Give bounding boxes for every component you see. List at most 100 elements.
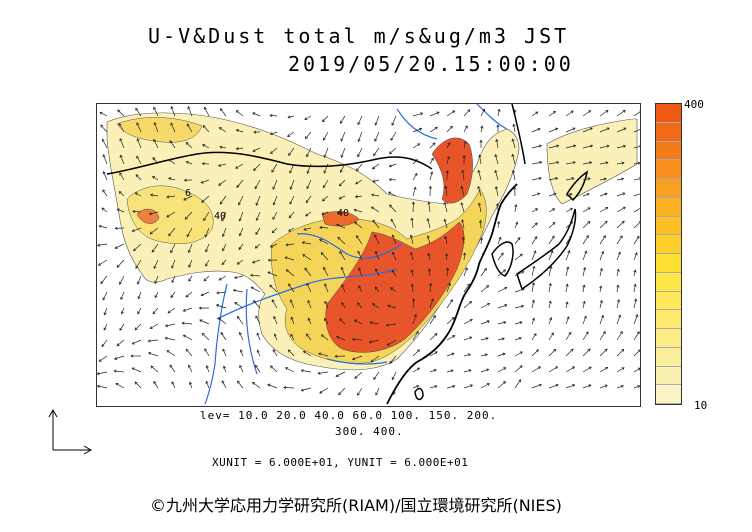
- wind-vector-head: [464, 267, 468, 271]
- colorbar-step: [656, 291, 681, 311]
- wind-vector-head: [429, 282, 433, 286]
- wind-vector: [321, 334, 329, 341]
- wind-vector-head: [221, 262, 225, 266]
- wind-vector-head: [184, 216, 188, 220]
- wind-vector-head: [336, 210, 340, 214]
- wind-vector: [115, 243, 125, 249]
- wind-vector-head: [203, 218, 207, 222]
- wind-vector: [372, 163, 380, 170]
- wind-vector: [531, 192, 540, 197]
- wind-vector-head: [254, 245, 258, 249]
- wind-vector-head: [113, 369, 117, 373]
- wind-vector: [514, 221, 518, 229]
- wind-vector: [463, 353, 471, 357]
- wind-vector: [319, 387, 329, 394]
- wind-vector: [429, 111, 440, 117]
- wind-vector-head: [152, 157, 156, 161]
- wind-vector: [290, 317, 295, 325]
- wind-vector-head: [102, 189, 106, 193]
- wind-vector: [411, 270, 414, 277]
- wind-vector-head: [604, 348, 608, 352]
- wind-vector-head: [388, 178, 392, 182]
- wind-vector: [341, 267, 346, 277]
- wind-vector-head: [622, 109, 626, 113]
- wind-vector-head: [185, 160, 189, 164]
- wind-vector: [446, 253, 448, 261]
- wind-vector-head: [532, 265, 536, 269]
- wind-vector-head: [304, 117, 308, 120]
- wind-vector-head: [373, 153, 377, 157]
- wind-vector-head: [335, 335, 340, 339]
- wind-vector-head: [605, 207, 609, 210]
- wind-vector-head: [203, 106, 207, 110]
- wind-vector: [374, 234, 380, 245]
- wind-vector: [429, 127, 438, 133]
- wind-vector-head: [116, 208, 120, 212]
- wind-vector: [429, 298, 434, 309]
- wind-vector-head: [132, 209, 136, 214]
- wind-vector: [114, 355, 125, 360]
- map-title: U-V&Dust total m/s&ug/m3 JST: [148, 24, 570, 48]
- wind-vector-head: [288, 152, 292, 156]
- wind-vector-head: [521, 287, 525, 292]
- wind-vector-head: [253, 168, 257, 171]
- wind-vector: [354, 221, 363, 229]
- wind-vector-head: [102, 154, 106, 158]
- wind-vector: [302, 242, 312, 245]
- wind-vector: [236, 179, 244, 188]
- wind-vector: [372, 303, 380, 309]
- wind-vector-head: [168, 159, 172, 162]
- wind-vector-head: [477, 202, 482, 206]
- wind-vector: [338, 387, 346, 395]
- wind-vector: [188, 259, 193, 268]
- wind-vector-head: [148, 212, 152, 216]
- wind-vector-head: [519, 351, 523, 355]
- wind-vector: [185, 291, 193, 298]
- wind-vector-head: [447, 282, 451, 286]
- wind-vector-head: [532, 317, 536, 321]
- wind-vector-head: [166, 350, 170, 353]
- wind-vector: [284, 256, 295, 261]
- wind-vector: [221, 211, 227, 222]
- wind-vector: [599, 178, 607, 181]
- wind-vector: [288, 349, 295, 357]
- wind-vector: [616, 192, 626, 197]
- wind-vector: [531, 300, 535, 309]
- wind-vector-head: [239, 349, 243, 353]
- wind-vector: [120, 155, 125, 165]
- wind-vector: [531, 250, 536, 261]
- wind-vector-head: [256, 332, 260, 336]
- wind-vector: [480, 383, 490, 389]
- wind-vector: [461, 186, 465, 197]
- wind-vector-head: [445, 253, 449, 257]
- wind-vector-head: [305, 200, 309, 204]
- wind-vector-head: [181, 321, 185, 325]
- wind-vector-head: [220, 331, 224, 336]
- wind-vector-head: [341, 283, 345, 288]
- wind-vector: [306, 283, 312, 293]
- wind-vector: [463, 237, 465, 245]
- wind-vector-head: [131, 229, 135, 233]
- wind-vector-head: [427, 252, 431, 256]
- wind-vector: [480, 354, 488, 357]
- wind-vector: [463, 283, 470, 293]
- wind-vector-head: [166, 214, 170, 218]
- wind-vector: [616, 299, 620, 309]
- wind-vector: [463, 384, 473, 389]
- wind-vector: [565, 348, 574, 357]
- wind-vector-head: [513, 186, 517, 190]
- wind-vector: [386, 323, 397, 326]
- wind-vector-head: [638, 221, 640, 223]
- colorbar-step: [656, 254, 681, 273]
- wind-vector: [599, 193, 608, 197]
- dust-map: 6 40 40: [96, 103, 641, 407]
- wind-vector-head: [461, 236, 466, 240]
- wind-vector: [429, 315, 436, 325]
- wind-vector-head: [116, 264, 120, 268]
- wind-vector-head: [287, 349, 291, 353]
- wind-vector-head: [237, 202, 241, 206]
- wind-vector: [352, 338, 363, 341]
- wind-vector: [301, 387, 312, 391]
- wind-vector: [480, 268, 487, 277]
- wind-vector-head: [587, 207, 591, 211]
